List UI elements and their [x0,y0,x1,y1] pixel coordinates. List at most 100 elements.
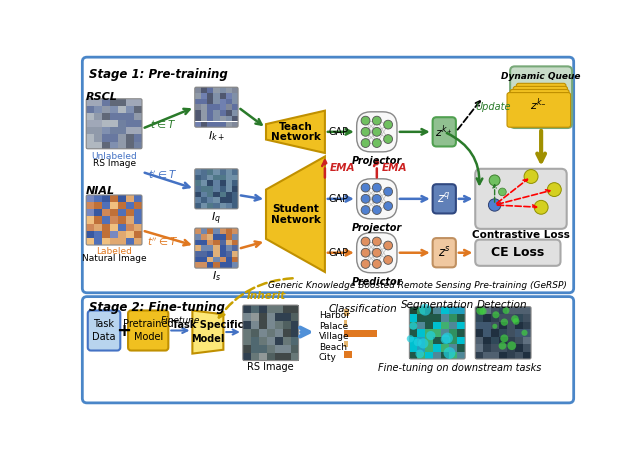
Text: $I_{k+}$: $I_{k+}$ [208,129,225,143]
Circle shape [361,260,370,268]
Bar [94,106,102,113]
Bar [201,239,207,245]
Circle shape [415,350,424,358]
Bar [457,322,465,329]
Bar [207,228,213,234]
FancyBboxPatch shape [513,86,568,121]
Bar [491,336,499,344]
Bar [220,251,226,257]
Bar [126,120,134,128]
FancyBboxPatch shape [433,238,456,267]
Bar [195,175,201,180]
Bar [232,245,238,251]
Bar [86,217,94,223]
Bar [134,128,142,134]
Bar [195,93,201,99]
Bar [126,106,134,113]
Bar [86,209,94,217]
Bar [118,223,126,231]
Bar [195,197,201,203]
Bar [523,336,531,344]
Bar [201,203,207,209]
Bar [515,307,523,314]
Text: $z^{k_{-}}$: $z^{k_{-}}$ [531,96,547,113]
Bar [110,231,118,238]
Circle shape [361,206,370,214]
Bar [267,345,275,353]
Bar [118,142,126,149]
Bar [499,336,507,344]
Bar [207,169,213,175]
Bar [86,238,94,245]
Circle shape [361,116,370,125]
Bar [259,329,267,337]
Circle shape [441,335,451,344]
Bar [417,351,426,359]
Bar [523,351,531,359]
Bar [220,228,226,234]
Bar [226,180,232,186]
Bar [86,202,94,209]
Bar [102,106,110,113]
Bar [426,322,433,329]
Bar [491,351,499,359]
Bar [94,128,102,134]
Circle shape [383,120,392,129]
Bar [410,314,417,322]
Bar [226,203,232,209]
Bar [232,110,238,116]
Bar [134,195,142,202]
Circle shape [361,138,370,148]
Bar [102,99,110,106]
Bar [476,307,483,314]
Bar [449,329,457,336]
Circle shape [372,128,381,136]
Bar [207,186,213,191]
Bar [213,257,220,262]
Bar [213,251,220,257]
Bar [126,134,134,142]
Bar [410,307,417,314]
Circle shape [534,200,548,214]
Bar [457,329,465,336]
Bar [457,314,465,322]
Bar [259,337,267,345]
Bar [515,322,523,329]
Bar [507,307,515,314]
Polygon shape [266,111,325,153]
Bar [86,120,94,128]
Bar [213,228,220,234]
FancyBboxPatch shape [83,297,573,403]
Bar [232,228,238,234]
Circle shape [476,307,484,315]
Bar [457,344,465,351]
Bar [433,329,441,336]
Bar [291,329,298,337]
Bar [126,142,134,149]
Bar [267,313,275,321]
Bar [220,180,226,186]
Circle shape [372,138,381,148]
Bar [344,309,349,316]
Bar [134,142,142,149]
Bar [523,329,531,336]
Bar [126,238,134,245]
Text: Contrastive Loss: Contrastive Loss [472,230,570,240]
Text: Projector: Projector [352,156,402,166]
Bar [417,329,426,336]
Polygon shape [266,156,325,272]
Bar [207,104,213,110]
Bar [232,175,238,180]
FancyBboxPatch shape [510,90,569,124]
Bar [195,251,201,257]
Bar [201,169,207,175]
Circle shape [500,319,508,326]
Bar [195,239,201,245]
Bar [232,99,238,104]
Bar [102,217,110,223]
Bar [94,99,102,106]
Circle shape [547,183,561,197]
Bar [507,314,515,322]
Bar [441,336,449,344]
Text: RS Image: RS Image [247,362,294,372]
